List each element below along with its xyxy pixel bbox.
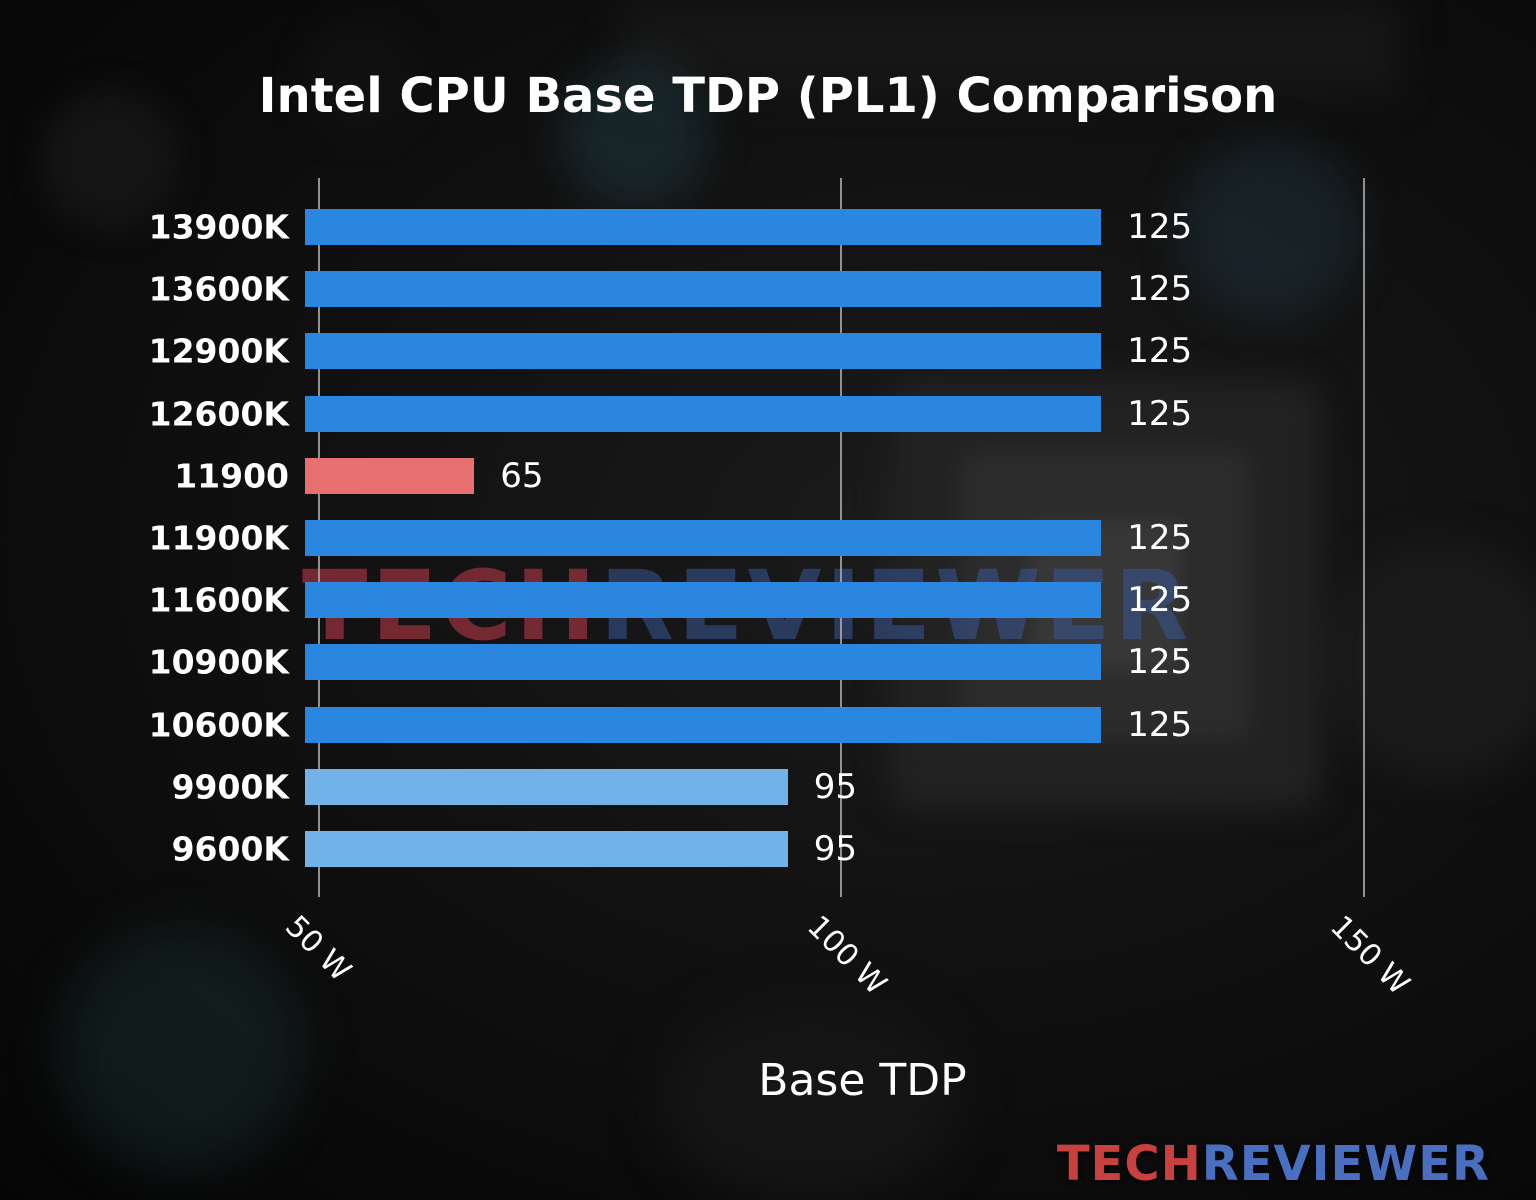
bar-value-label: 95	[813, 828, 858, 869]
background-glow-shape	[1180, 140, 1360, 320]
x-axis-ticks: 50 W 100 W 150 W	[278, 909, 1420, 1049]
chart-row: 11900 65	[174, 445, 1420, 507]
x-tick-label: 100 W	[800, 909, 894, 1002]
chart-row: 10900K 125	[149, 631, 1420, 693]
category-label: 11900	[174, 456, 289, 496]
x-tick-label: 150 W	[1322, 909, 1416, 1002]
chart-row: 9600K 95	[172, 818, 1420, 880]
bar	[305, 457, 475, 494]
brand-logo-tech: TECH	[1056, 1136, 1202, 1192]
bar-value-label: 125	[1127, 517, 1193, 558]
bar-value-label: 125	[1127, 269, 1193, 310]
category-label: 9900K	[171, 767, 289, 807]
bar-value-label: 125	[1127, 393, 1193, 434]
bar	[305, 644, 1102, 681]
bar	[305, 582, 1102, 619]
category-label: 10900K	[148, 642, 289, 682]
bar-value-label: 125	[1127, 642, 1193, 683]
chart-row: 10600K 125	[149, 693, 1420, 755]
gridline	[1362, 178, 1365, 897]
brand-logo: TECHREVIEWER	[1057, 1136, 1490, 1192]
background-glow-shape	[60, 930, 300, 1170]
chart-row: 11600K 125	[149, 569, 1420, 631]
bar	[305, 209, 1102, 246]
bar	[305, 333, 1102, 370]
chart-row: 11900K 125	[149, 507, 1420, 569]
x-axis-label: Base TDP	[758, 1055, 967, 1106]
category-label: 9600K	[171, 829, 289, 869]
background-capacitor-shape	[300, 20, 420, 140]
category-label: 12900K	[148, 331, 289, 371]
bar	[305, 519, 1102, 556]
category-label: 11600K	[148, 580, 289, 620]
chart-row: 12600K 125	[149, 383, 1420, 445]
bar	[305, 271, 1102, 308]
background-shadow-shape	[660, 1000, 960, 1200]
chart-row: 13600K 125	[149, 258, 1420, 320]
bar	[305, 706, 1102, 743]
bar-value-label: 125	[1127, 207, 1193, 248]
brand-logo-reviewer: REVIEWER	[1201, 1136, 1490, 1192]
category-label: 13600K	[148, 269, 289, 309]
chart-row: 13900K 125	[149, 196, 1420, 258]
background-capacitor-shape	[1320, 540, 1536, 780]
background-heatsink-shape	[620, 0, 1400, 95]
background-capacitor-shape	[40, 90, 180, 230]
bar	[305, 395, 1102, 432]
category-label: 11900K	[148, 518, 289, 558]
bars-container: 13900K 125 13600K 125 12900K 125 12600K 125 1190…	[149, 196, 1420, 880]
bar-value-label: 125	[1127, 580, 1193, 621]
background-glow-shape	[560, 60, 710, 210]
plot-area: 13900K 125 13600K 125 12900K 125 12600K 125 1190…	[149, 178, 1420, 1002]
category-label: 10600K	[148, 705, 289, 745]
bar	[305, 768, 788, 805]
bar	[305, 830, 788, 867]
bar-value-label: 65	[500, 455, 544, 496]
chart-row: 9900K 95	[172, 756, 1420, 818]
category-label: 12600K	[148, 394, 289, 434]
bar-value-label: 95	[813, 766, 858, 807]
chart-title: Intel CPU Base TDP (PL1) Comparison	[258, 68, 1278, 125]
chart-row: 12900K 125	[149, 320, 1420, 382]
category-label: 13900K	[148, 207, 289, 247]
bar-value-label: 125	[1127, 331, 1193, 372]
bar-value-label: 125	[1127, 704, 1193, 745]
